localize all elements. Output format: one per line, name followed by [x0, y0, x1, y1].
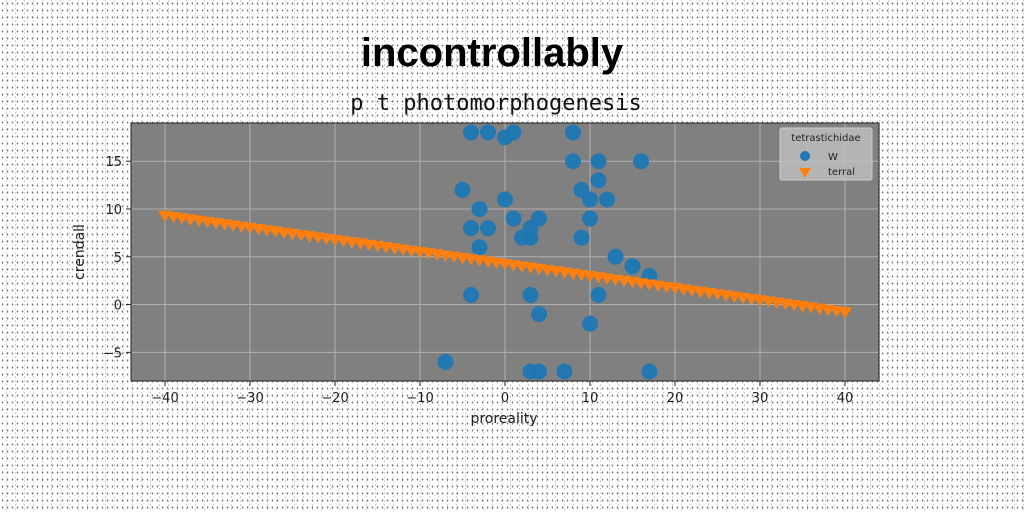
y-axis-label: crendall [72, 224, 88, 280]
y-axis-ticks: −5 0 5 10 15 [103, 155, 131, 361]
series-terral-point [838, 307, 852, 319]
x-tick-label: −10 [406, 391, 433, 406]
series-w-point [437, 353, 454, 370]
series-w-point [590, 153, 607, 170]
series-w-point [582, 315, 598, 332]
x-tick-label: −20 [321, 391, 348, 406]
x-tick-label: 20 [667, 391, 684, 406]
series-w-point [573, 229, 590, 246]
series-w-point [556, 363, 573, 380]
series-w-point [590, 287, 607, 303]
y-tick-label: 0 [114, 299, 122, 314]
series-w-point [599, 191, 615, 208]
y-tick-label: 10 [105, 203, 122, 218]
series-w-point [531, 306, 547, 323]
series-w-point [565, 153, 581, 170]
series-w [437, 124, 658, 380]
series-w-point [531, 363, 547, 380]
legend-box [779, 127, 873, 181]
series-w-point [641, 363, 658, 380]
series-w-point [497, 191, 513, 208]
x-axis-ticks: −40 −30 −20 −10 0 10 20 30 40 [151, 381, 853, 406]
x-tick-label: −30 [236, 391, 263, 406]
legend-marker-terral [799, 168, 811, 178]
x-axis-label: proreality [470, 411, 537, 427]
series-w-point [480, 124, 496, 141]
series-w-point [590, 172, 607, 189]
series-w-point [480, 220, 496, 237]
series-w-point [633, 153, 649, 170]
legend-title: tetrastichidae [791, 133, 860, 144]
x-tick-label: 0 [501, 391, 509, 406]
y-tick-label: 5 [114, 251, 122, 266]
series-w-point [463, 124, 479, 141]
series-w-point [582, 191, 598, 208]
series-w-point [471, 201, 488, 217]
series-w-point [582, 210, 598, 227]
legend-marker-w [800, 151, 810, 161]
series-w-point [454, 181, 471, 198]
x-tick-label: 40 [837, 391, 854, 406]
y-tick-label: 15 [105, 155, 122, 170]
legend-label-terral: terral [828, 167, 855, 178]
series-w-point [463, 220, 479, 237]
series-w-point [522, 229, 539, 246]
series-w-point [463, 287, 479, 303]
chart-subtitle: p t photomorphogenesis [350, 91, 641, 116]
legend: tetrastichidae W terral [779, 127, 873, 181]
y-tick-label: −5 [103, 346, 122, 361]
legend-label-w: W [828, 152, 838, 163]
series-w-point [471, 239, 488, 256]
series-w-point [565, 124, 581, 141]
series-w-point [607, 248, 624, 265]
series-w-point [505, 210, 522, 227]
x-tick-label: 10 [582, 391, 599, 406]
series-terral [158, 210, 852, 319]
series-w-point [522, 287, 539, 303]
series-w-point [505, 124, 522, 141]
chart-title: incontrollably [361, 31, 624, 75]
x-tick-label: 30 [752, 391, 769, 406]
series-w-point [624, 258, 641, 275]
x-tick-label: −40 [151, 391, 178, 406]
